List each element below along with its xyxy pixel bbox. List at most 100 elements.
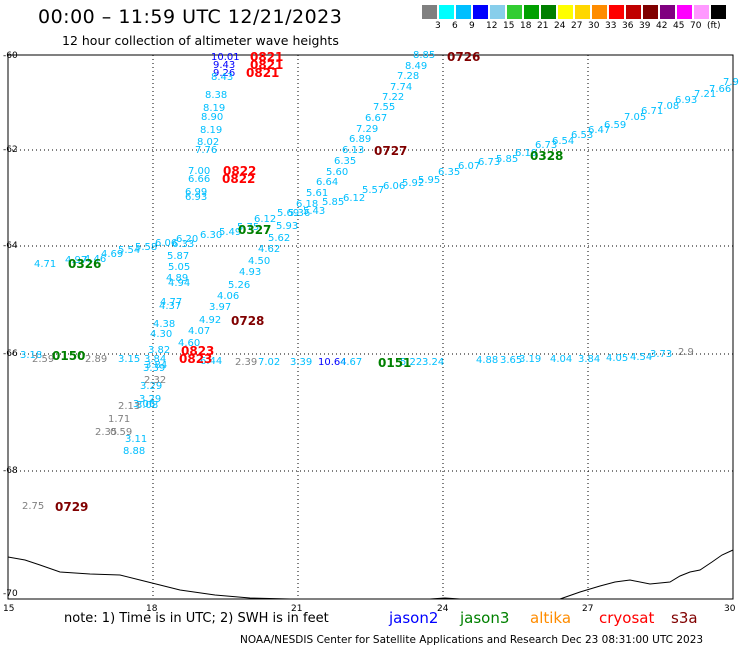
lon-label: 21 [291,604,303,614]
swh-label: 6.89 [349,134,372,145]
swh-label: 5.43 [303,206,326,217]
satellite-legend-jason2: jason2 [389,609,439,627]
swh-label: 6.73 [478,157,501,168]
pass-time-label: 0726 [447,50,481,64]
swh-label: 6.99 [185,187,208,198]
color-scale-label: 15 [503,21,515,31]
color-swatch [456,5,471,19]
swh-label: 6.93 [185,192,208,203]
swh-label: 6.71 [641,106,664,117]
pass-time-label: 0327 [238,223,272,237]
swh-label: 2.32 [144,375,167,386]
swh-label: 5.57 [362,185,385,196]
satellite-legend-altika: altika [530,609,572,627]
swh-label: 3.97 [209,302,232,313]
color-swatch [507,5,522,19]
color-scale-label: 18 [520,21,532,31]
swh-label: 3.18 [20,350,43,361]
swh-label: 3.39 [290,357,313,368]
color-scale-label: 70 [690,21,702,31]
swh-label: 5.93 [276,221,299,232]
swh-label: 8.19 [203,103,226,114]
swh-label: 6.47 [588,125,611,136]
swh-label: 7.74 [390,82,413,93]
swh-label: 6.35 [334,156,357,167]
swh-label: 7.66 [709,84,732,95]
swh-label: 5.22 [400,357,423,368]
swh-label: 4.71 [34,259,57,270]
lon-label: 30 [724,604,736,614]
swh-label: 4.54 [630,352,653,363]
swh-label: 6.44 [200,356,223,367]
swh-label: 2.13 [118,401,141,412]
swh-label: 6.59 [604,120,627,131]
coastline-east [559,549,734,600]
swh-label: 6.33 [172,239,195,250]
color-swatch [609,5,624,19]
swh-label: 4.38 [153,319,176,330]
swh-label: 8.88 [123,446,146,457]
swh-label: 6.64 [316,177,339,188]
lat-label: -70 [3,589,18,599]
lat-label: -66 [3,349,18,359]
swh-label: 5.85 [496,154,519,165]
page-title: 00:00 – 11:59 UTC 12/21/2023 [38,6,343,28]
swh-label: 3.84 [144,354,167,365]
swh-label: 4.46 [84,254,107,265]
color-scale-label: 21 [537,21,549,31]
pass-time-label: 0821 [246,66,280,80]
swh-label: 5.95 [418,175,441,186]
swh-label: 6.53 [571,130,594,141]
swh-label: 7.05 [624,112,647,123]
color-swatch [422,5,437,19]
page-subtitle: 12 hour collection of altimeter wave hei… [62,33,339,48]
swh-label: 5.49 [219,227,242,238]
swh-label: 4.67 [340,357,363,368]
swh-label: 5.58 [135,242,158,253]
swh-label: 6.35 [438,167,461,178]
lat-label: -64 [3,241,18,251]
swh-label: 6.66 [188,174,211,185]
pass-time-label: 0823 [179,352,213,366]
color-swatch [677,5,692,19]
pass-time-label: 0728 [231,314,265,328]
color-swatch [694,5,709,19]
swh-label: 7.76 [195,145,218,156]
swh-label: 3.08 [136,400,159,411]
swh-label: 8.02 [197,137,220,148]
color-swatch [439,5,454,19]
swh-label: 4.05 [606,353,629,364]
swh-label: 3.73 [650,349,673,360]
plot-frame [7,54,734,600]
swh-label: 6.30 [200,230,223,241]
swh-label: 6.19 [515,148,538,159]
lat-label: -68 [3,466,18,476]
swh-label: 6.20 [176,234,199,245]
swh-label: 2.89 [85,354,108,365]
color-scale-label: 30 [588,21,600,31]
swh-label: 6.54 [552,136,575,147]
swh-label: 4.69 [101,249,124,260]
swh-label: 3.84 [578,354,601,365]
swh-label: 6.07 [458,161,481,172]
swh-label: 5.87 [167,251,190,262]
color-scale-label: 45 [673,21,685,31]
pass-time-label: 0150 [52,349,86,363]
color-swatch [626,5,641,19]
swh-label: 0.59 [110,427,133,438]
swh-label: 3.19 [519,354,542,365]
color-scale-label: 9 [469,21,475,31]
pass-time-label: 0821 [250,50,284,64]
swh-label: 4.30 [150,329,173,340]
swh-label: 2.39 [235,357,258,368]
swh-label: 3.39 [143,363,166,374]
pass-time-label: 0821 [250,58,284,72]
lat-label: -60 [3,51,18,61]
swh-label: 6.06 [383,181,406,192]
swh-label: 5.54 [118,245,141,256]
color-swatch [660,5,675,19]
color-scale-label: 12 [486,21,498,31]
color-swatch [490,5,505,19]
color-scale-label: 39 [639,21,651,31]
swh-label: 9.43 [213,60,236,71]
